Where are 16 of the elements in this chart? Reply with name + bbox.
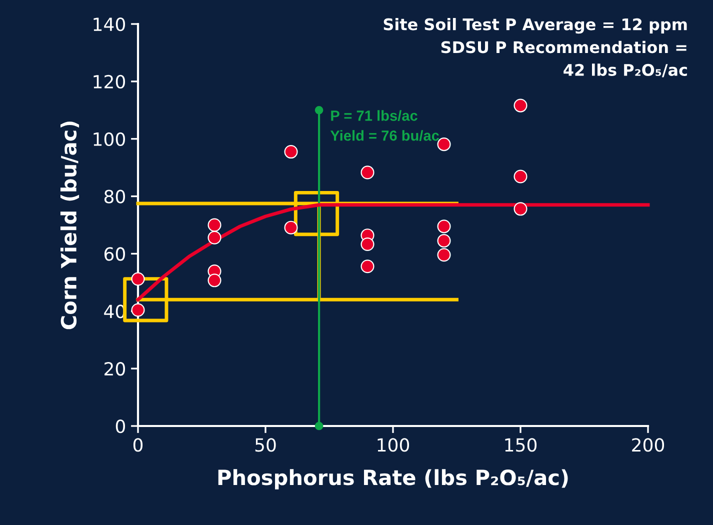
y-axis-title: Corn Yield (bu/ac) [60, 122, 80, 330]
x-tick-label: 100 [378, 438, 410, 452]
x-tick-label: 150 [505, 438, 537, 452]
x-tick-label: 50 [255, 438, 276, 452]
y-tick-label: 20 [104, 362, 125, 376]
x-tick-label: 200 [632, 438, 664, 452]
y-tick-label: 0 [116, 419, 125, 434]
y-tick-label: 80 [104, 190, 125, 204]
x-axis-title: Phosphorus Rate (lbs P₂O₅/ac) [218, 469, 568, 490]
x-tick-label: 0 [133, 438, 143, 452]
y-tick-label: 120 [94, 74, 125, 89]
annotation: Site Soil Test P Average = 12 ppm SDSU P Recommendation = 42 lbs P₂O₅/ac [384, 18, 687, 78]
y-tick-label: 60 [104, 247, 125, 261]
y-tick-label: 100 [94, 132, 125, 146]
annotation: P = 71 lbs/ac Yield = 76 bu/ac [330, 110, 440, 141]
y-tick-label: 140 [94, 17, 125, 32]
